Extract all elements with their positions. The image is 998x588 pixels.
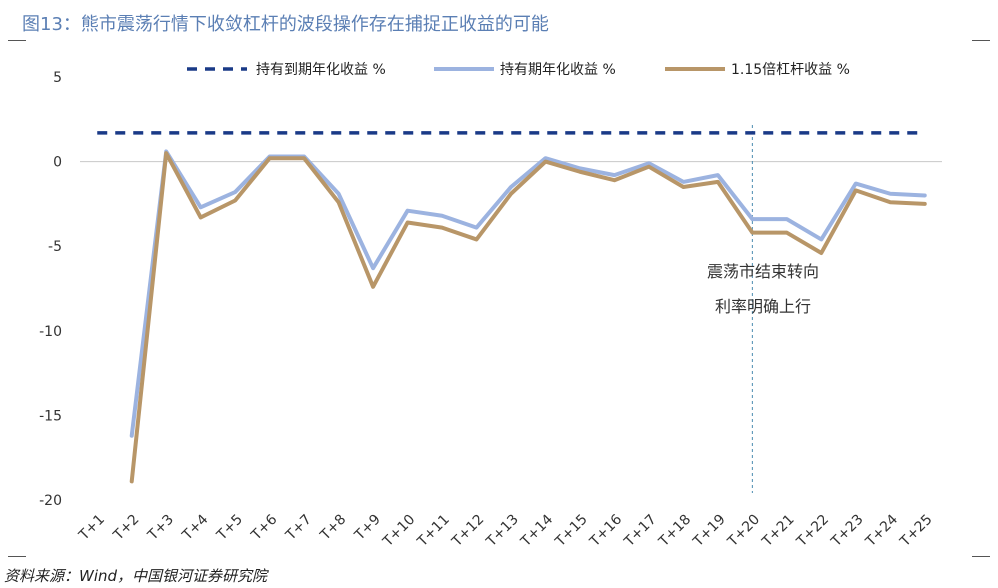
x-tick-label: T+3 [144, 512, 177, 545]
corner-mark-bottom-right [972, 556, 990, 557]
x-tick-label: T+21 [759, 512, 798, 551]
x-tick-label: T+11 [414, 512, 453, 551]
x-tick-label: T+16 [586, 511, 625, 550]
x-tick-label: T+20 [724, 512, 763, 551]
x-tick-label: T+9 [351, 512, 384, 545]
y-tick-label: -20 [39, 493, 62, 509]
legend-label: 持有期年化收益 % [500, 62, 616, 78]
series-leverage-line [129, 151, 927, 484]
annotation-text-line2: 利率明确上行 [715, 297, 811, 316]
series-holding-period-line [129, 149, 927, 438]
x-tick-label: T+18 [655, 512, 694, 551]
corner-mark-bottom-left [8, 556, 26, 557]
annotation-text-line1: 震荡市结束转向 [707, 262, 819, 281]
y-tick-label: 5 [53, 70, 62, 86]
x-tick-label: T+10 [379, 512, 418, 551]
x-tick-label: T+14 [517, 511, 556, 550]
source-note: 资料来源：Wind，中国银河证券研究院 [4, 567, 268, 585]
x-tick-label: T+4 [179, 511, 212, 544]
y-tick-label: -5 [48, 239, 62, 255]
x-tick-label: T+6 [248, 511, 281, 544]
x-tick-label: T+1 [75, 512, 108, 545]
corner-mark-top-right [972, 40, 990, 41]
x-tick-label: T+25 [897, 512, 936, 551]
y-tick-label: -10 [39, 324, 62, 340]
corner-mark-top-left [8, 40, 26, 41]
y-tick-label: 0 [53, 155, 62, 171]
x-tick-label: T+23 [828, 512, 867, 551]
x-tick-label: T+15 [552, 512, 591, 551]
x-tick-label: T+19 [690, 512, 729, 551]
legend-label: 持有到期年化收益 % [256, 62, 386, 78]
y-tick-label: -15 [39, 408, 62, 424]
x-tick-label: T+7 [282, 512, 315, 545]
x-tick-label: T+24 [862, 511, 901, 550]
x-tick-label: T+17 [621, 512, 660, 551]
legend-label: 1.15倍杠杆收益 % [731, 62, 850, 78]
x-tick-label: T+12 [448, 512, 487, 551]
x-tick-label: T+2 [110, 512, 143, 545]
figure-title: 图13：熊市震荡行情下收敛杠杆的波段操作存在捕捉正收益的可能 [22, 14, 549, 35]
x-tick-label: T+22 [793, 512, 832, 551]
x-tick-label: T+8 [317, 512, 350, 545]
x-tick-label: T+13 [483, 512, 522, 551]
x-tick-label: T+5 [213, 512, 246, 545]
